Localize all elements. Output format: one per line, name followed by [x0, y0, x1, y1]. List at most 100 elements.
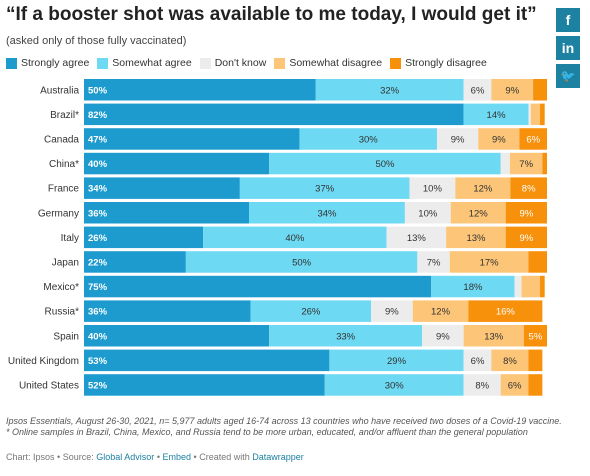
- data-label-germany-don-t-know: 10%: [418, 208, 438, 219]
- data-label-italy-don-t-know: 13%: [407, 233, 427, 244]
- linkedin-icon: in: [561, 40, 575, 56]
- bar-united-states-don-t-know: [463, 374, 501, 396]
- bar-australia-don-t-know: [463, 79, 492, 101]
- data-label-italy-somewhat-disagree: 13%: [466, 233, 486, 244]
- legend-swatch: [6, 57, 17, 69]
- bar-canada-somewhat-disagree: [478, 128, 520, 150]
- category-label-brazil: Brazil*: [50, 110, 79, 121]
- embed-link[interactable]: Embed: [162, 452, 192, 462]
- chart-legend: Strongly agree Somewhat agree Don't know…: [6, 57, 495, 69]
- data-label-italy-somewhat-agree: 40%: [285, 233, 305, 244]
- legend-swatch: [390, 57, 402, 69]
- data-label-spain-strongly-agree: 40%: [88, 331, 108, 342]
- bar-russia-strongly-agree: [84, 300, 251, 322]
- bar-russia-somewhat-disagree: [412, 300, 469, 322]
- data-label-united-states-strongly-agree: 52%: [88, 380, 108, 391]
- bar-china-somewhat-agree: [269, 152, 501, 175]
- bar-china-strongly-disagree: [542, 152, 547, 175]
- bar-france-strongly-agree: [84, 177, 240, 199]
- bar-australia-strongly-disagree: [533, 79, 547, 101]
- legend-item-somewhat-agree: Somewhat agree: [97, 57, 192, 69]
- footnote: Ipsos Essentials, August 26-30, 2021, n=…: [6, 416, 562, 437]
- bar-canada-strongly-agree: [84, 128, 300, 150]
- legend-label: Strongly agree: [21, 57, 90, 69]
- data-label-brazil-somewhat-agree: 14%: [487, 110, 507, 121]
- bar-japan-somewhat-disagree: [449, 251, 529, 273]
- bar-japan-strongly-agree: [84, 251, 186, 273]
- legend-label: Somewhat disagree: [289, 57, 383, 69]
- facebook-icon: f: [565, 12, 571, 28]
- data-label-france-strongly-agree: 34%: [88, 184, 108, 195]
- credit-sep: •: [156, 452, 160, 462]
- data-label-germany-strongly-agree: 36%: [88, 208, 108, 219]
- data-label-canada-strongly-agree: 47%: [88, 134, 108, 145]
- bar-italy-somewhat-disagree: [446, 226, 506, 249]
- category-label-spain: Spain: [53, 331, 79, 342]
- data-label-canada-don-t-know: 9%: [451, 134, 465, 145]
- data-label-russia-strongly-disagree: 16%: [496, 307, 516, 318]
- bar-spain-strongly-disagree: [523, 325, 547, 347]
- bar-germany-don-t-know: [404, 202, 451, 224]
- category-label-germany: Germany: [38, 208, 79, 219]
- bar-italy-somewhat-agree: [203, 226, 387, 249]
- data-label-canada-somewhat-agree: 30%: [359, 134, 379, 145]
- linkedin-share-button[interactable]: in: [556, 36, 580, 60]
- data-label-russia-somewhat-disagree: 12%: [431, 307, 451, 318]
- bar-japan-don-t-know: [417, 251, 450, 273]
- datawrapper-link[interactable]: Datawrapper: [252, 452, 304, 462]
- bar-brazil-strongly-agree: [84, 103, 464, 126]
- twitter-share-button[interactable]: 🐦: [556, 64, 580, 88]
- category-label-russia: Russia*: [45, 307, 80, 318]
- bar-mexico-strongly-disagree: [540, 275, 545, 298]
- bar-russia-don-t-know: [371, 300, 413, 322]
- data-label-canada-strongly-disagree: 6%: [526, 134, 540, 145]
- data-label-australia-don-t-know: 6%: [471, 85, 485, 96]
- data-label-japan-somewhat-disagree: 17%: [480, 257, 500, 268]
- bar-brazil-don-t-know: [528, 103, 531, 126]
- data-label-australia-strongly-agree: 50%: [88, 85, 108, 96]
- bar-united-states-somewhat-disagree: [500, 374, 529, 396]
- bar-brazil-somewhat-disagree: [530, 103, 541, 126]
- bar-mexico-somewhat-disagree: [521, 275, 541, 298]
- data-label-france-strongly-disagree: 8%: [522, 184, 536, 195]
- bar-united-kingdom-strongly-agree: [84, 349, 330, 372]
- data-label-france-somewhat-agree: 37%: [315, 184, 335, 195]
- data-label-russia-somewhat-agree: 26%: [301, 307, 321, 318]
- bar-russia-strongly-disagree: [468, 300, 543, 322]
- bar-mexico-somewhat-agree: [431, 275, 515, 298]
- credit-chart: Chart: Ipsos: [6, 452, 55, 462]
- data-label-china-strongly-agree: 40%: [88, 159, 108, 170]
- bar-canada-somewhat-agree: [299, 128, 437, 150]
- bar-united-kingdom-don-t-know: [463, 349, 492, 372]
- data-label-japan-somewhat-agree: 50%: [292, 257, 312, 268]
- data-label-france-somewhat-disagree: 12%: [473, 184, 493, 195]
- bar-united-states-strongly-agree: [84, 374, 325, 396]
- data-label-brazil-strongly-agree: 82%: [88, 110, 108, 121]
- chart-subtitle: (asked only of those fully vaccinated): [6, 35, 187, 47]
- data-label-russia-strongly-agree: 36%: [88, 307, 108, 318]
- source-link[interactable]: Global Advisor: [96, 452, 155, 462]
- bar-spain-strongly-agree: [84, 325, 270, 347]
- category-label-united-kingdom: United Kingdom: [8, 356, 79, 367]
- data-label-japan-don-t-know: 7%: [427, 257, 441, 268]
- bar-australia-somewhat-disagree: [491, 79, 534, 101]
- category-label-mexico: Mexico*: [43, 282, 79, 293]
- data-label-mexico-somewhat-agree: 18%: [463, 282, 483, 293]
- data-label-united-kingdom-don-t-know: 6%: [471, 356, 485, 367]
- data-label-united-states-don-t-know: 8%: [475, 380, 489, 391]
- category-label-japan: Japan: [52, 257, 79, 268]
- bar-spain-somewhat-agree: [269, 325, 422, 347]
- data-label-germany-strongly-disagree: 9%: [520, 208, 534, 219]
- facebook-share-button[interactable]: f: [556, 8, 580, 32]
- data-label-united-states-somewhat-disagree: 6%: [508, 380, 522, 391]
- bar-france-strongly-disagree: [510, 177, 547, 199]
- bar-china-somewhat-disagree: [509, 152, 543, 175]
- bar-germany-somewhat-agree: [249, 202, 405, 224]
- category-label-united-states: United States: [19, 380, 79, 391]
- legend-swatch: [97, 57, 109, 69]
- bar-mexico-don-t-know: [514, 275, 522, 298]
- bar-japan-somewhat-agree: [185, 251, 418, 273]
- bar-australia-somewhat-agree: [315, 79, 464, 101]
- legend-item-dont-know: Don't know: [199, 57, 266, 69]
- bar-united-kingdom-somewhat-disagree: [491, 349, 529, 372]
